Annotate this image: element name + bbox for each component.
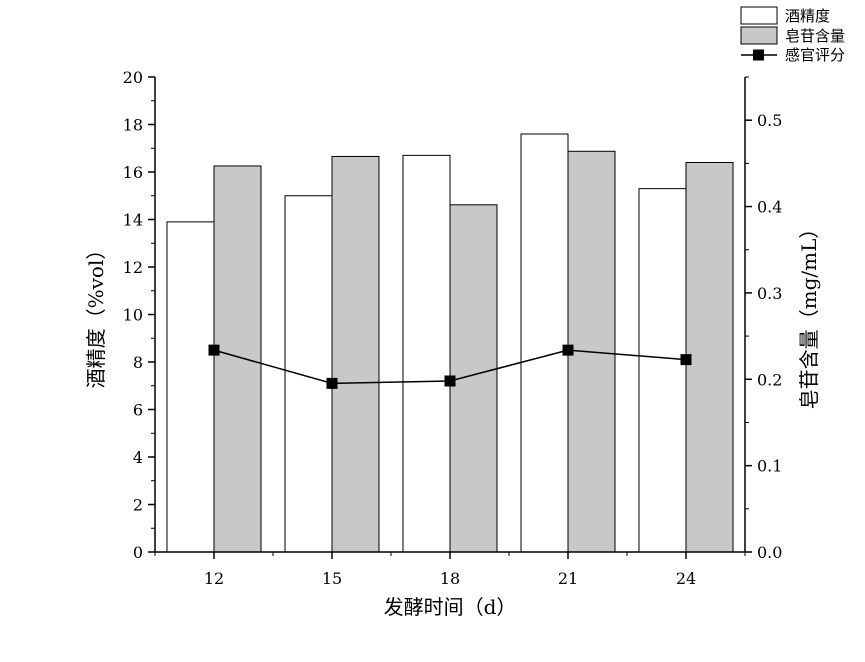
tick-label-x-15: 15 [322,569,342,588]
point-sensory-18 [444,375,456,387]
y-axis-right-title: 皂苷含量（mg/mL） [797,219,821,410]
tick-label-left-14: 14 [123,211,143,230]
bar-saponin-12 [213,165,262,553]
bar-saponin-15 [331,155,380,553]
tick-label-left-20: 20 [123,68,143,87]
tick-label-right-0.2: 0.2 [757,370,782,389]
point-sensory-21 [562,344,574,356]
tick-label-x-18: 18 [440,569,460,588]
line-layer [208,344,692,389]
legend-swatch-alcohol [740,6,778,25]
tick-label-left-18: 18 [123,116,143,135]
tick-label-left-8: 8 [133,353,143,372]
tick-label-x-21: 21 [558,569,578,588]
bar-alcohol-18 [402,154,451,553]
bar-alcohol-15 [284,195,333,553]
legend-marker-sensory [753,49,764,61]
tick-label-left-16: 16 [123,163,143,182]
tick-label-right-0.5: 0.5 [757,111,782,130]
tick-label-right-0.3: 0.3 [757,284,782,303]
tick-label-x-24: 24 [676,569,696,588]
tick-label-left-10: 10 [123,306,143,325]
point-sensory-24 [680,354,692,366]
bar-saponin-24 [685,162,734,553]
legend-label-alcohol: 酒精度 [785,7,830,25]
tick-label-left-6: 6 [133,401,143,420]
legend-label-saponin: 皂苷含量 [785,27,845,45]
legend-swatch-saponin [740,26,778,45]
tick-label-left-4: 4 [133,448,143,467]
y-axis-left-title: 酒精度（%vol） [84,240,108,389]
tick-label-right-0.1: 0.1 [757,457,782,476]
bar-alcohol-24 [638,188,687,553]
bar-alcohol-21 [520,133,569,553]
tick-label-right-0.4: 0.4 [757,198,782,217]
legend-label-sensory: 感官评分 [785,46,845,64]
point-sensory-12 [208,344,220,356]
point-sensory-15 [326,377,338,389]
tick-label-left-2: 2 [133,496,143,515]
tick-label-left-12: 12 [123,258,143,277]
legend: 酒精度 皂苷含量 感官评分 [740,6,845,64]
tick-label-right-0.0: 0.0 [757,543,782,562]
bar-layer [166,133,734,553]
bar-alcohol-12 [166,221,215,553]
tick-label-left-0: 0 [133,543,143,562]
tick-label-x-12: 12 [204,569,224,588]
x-axis-title: 发酵时间（d） [384,595,517,619]
